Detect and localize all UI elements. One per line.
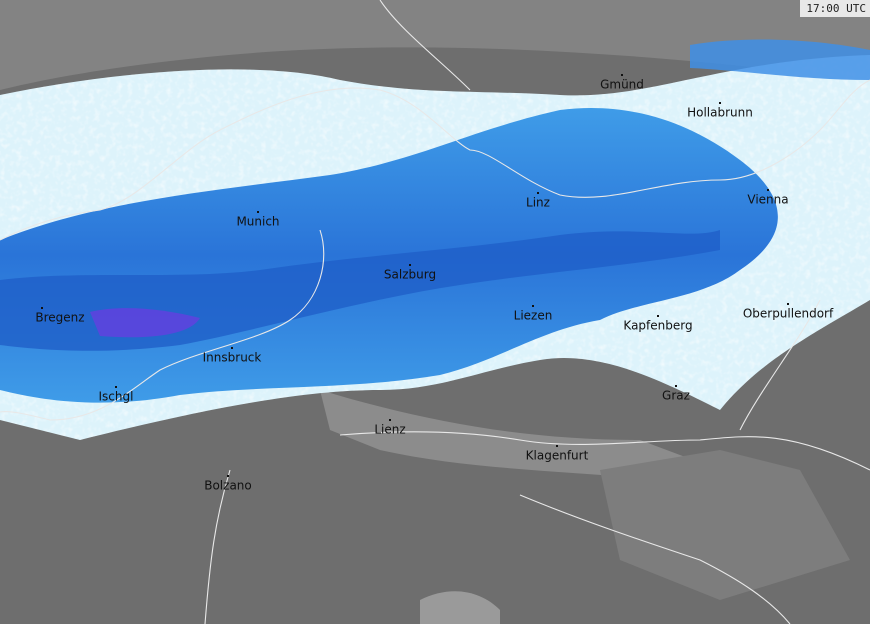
terrain-north [0, 0, 870, 90]
border-czech [379, 0, 471, 91]
border-italy [204, 469, 231, 624]
city-dot [719, 102, 721, 104]
city-label: Liezen [514, 309, 553, 323]
intense-precip [90, 308, 200, 338]
city-dot [227, 475, 229, 477]
border-hungary [739, 299, 821, 431]
city-dot [556, 445, 558, 447]
city-labels: Gmünd Hollabrunn Linz Vienna Munich Salzburg B… [35, 74, 834, 493]
border-west [0, 229, 325, 421]
city-label: Bolzano [204, 479, 252, 493]
city-label: Munich [236, 215, 279, 229]
terrain-southeast [600, 450, 850, 600]
city-dot [657, 315, 659, 317]
city-dot [257, 211, 259, 213]
city-label: Klagenfurt [526, 449, 589, 463]
border-slovenia [519, 494, 791, 624]
city-label: Salzburg [384, 268, 436, 282]
city-label: Ischgl [99, 390, 134, 404]
city-label: Oberpullendorf [743, 307, 834, 321]
city-dot [675, 385, 677, 387]
city-label: Linz [526, 196, 550, 210]
city-dot [767, 189, 769, 191]
city-dot [621, 74, 623, 76]
lake [420, 591, 500, 624]
north-precip [690, 39, 870, 80]
city-dot [787, 303, 789, 305]
city-label: Graz [662, 389, 690, 403]
city-label: Bregenz [35, 311, 84, 325]
timestamp: 17:00 UTC [806, 2, 866, 15]
city-label: Gmünd [600, 78, 644, 92]
city-label: Vienna [747, 193, 788, 207]
city-dot [537, 192, 539, 194]
border-north [0, 79, 870, 241]
city-label: Hollabrunn [687, 106, 753, 120]
terrain-valley [320, 390, 720, 480]
city-dot [41, 307, 43, 309]
border-south [339, 431, 870, 471]
city-label: Lienz [374, 423, 405, 437]
timestamp-box [800, 0, 870, 17]
city-dot [115, 386, 117, 388]
city-label: Innsbruck [203, 351, 262, 365]
city-label: Kapfenberg [623, 319, 692, 333]
city-dot [532, 305, 534, 307]
city-dot [231, 347, 233, 349]
city-dot [409, 264, 411, 266]
city-dot [389, 419, 391, 421]
